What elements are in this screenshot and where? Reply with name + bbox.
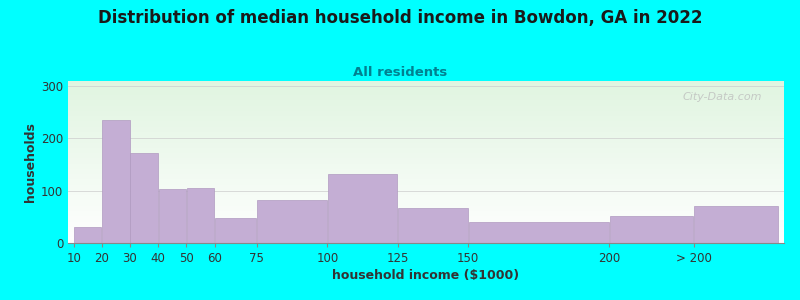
Bar bbox=[610, 216, 694, 243]
Bar bbox=[187, 188, 214, 243]
Bar bbox=[469, 222, 609, 243]
Bar bbox=[158, 189, 186, 243]
X-axis label: household income ($1000): household income ($1000) bbox=[333, 269, 519, 282]
Bar bbox=[215, 218, 257, 243]
Y-axis label: households: households bbox=[24, 122, 37, 202]
Bar bbox=[74, 227, 102, 243]
Text: Distribution of median household income in Bowdon, GA in 2022: Distribution of median household income … bbox=[98, 9, 702, 27]
Bar bbox=[694, 206, 778, 243]
Bar bbox=[398, 208, 468, 243]
Bar bbox=[130, 153, 158, 243]
Text: All residents: All residents bbox=[353, 66, 447, 79]
Bar bbox=[102, 120, 130, 243]
Bar bbox=[328, 174, 398, 243]
Bar bbox=[258, 200, 327, 243]
Text: City-Data.com: City-Data.com bbox=[683, 92, 762, 102]
